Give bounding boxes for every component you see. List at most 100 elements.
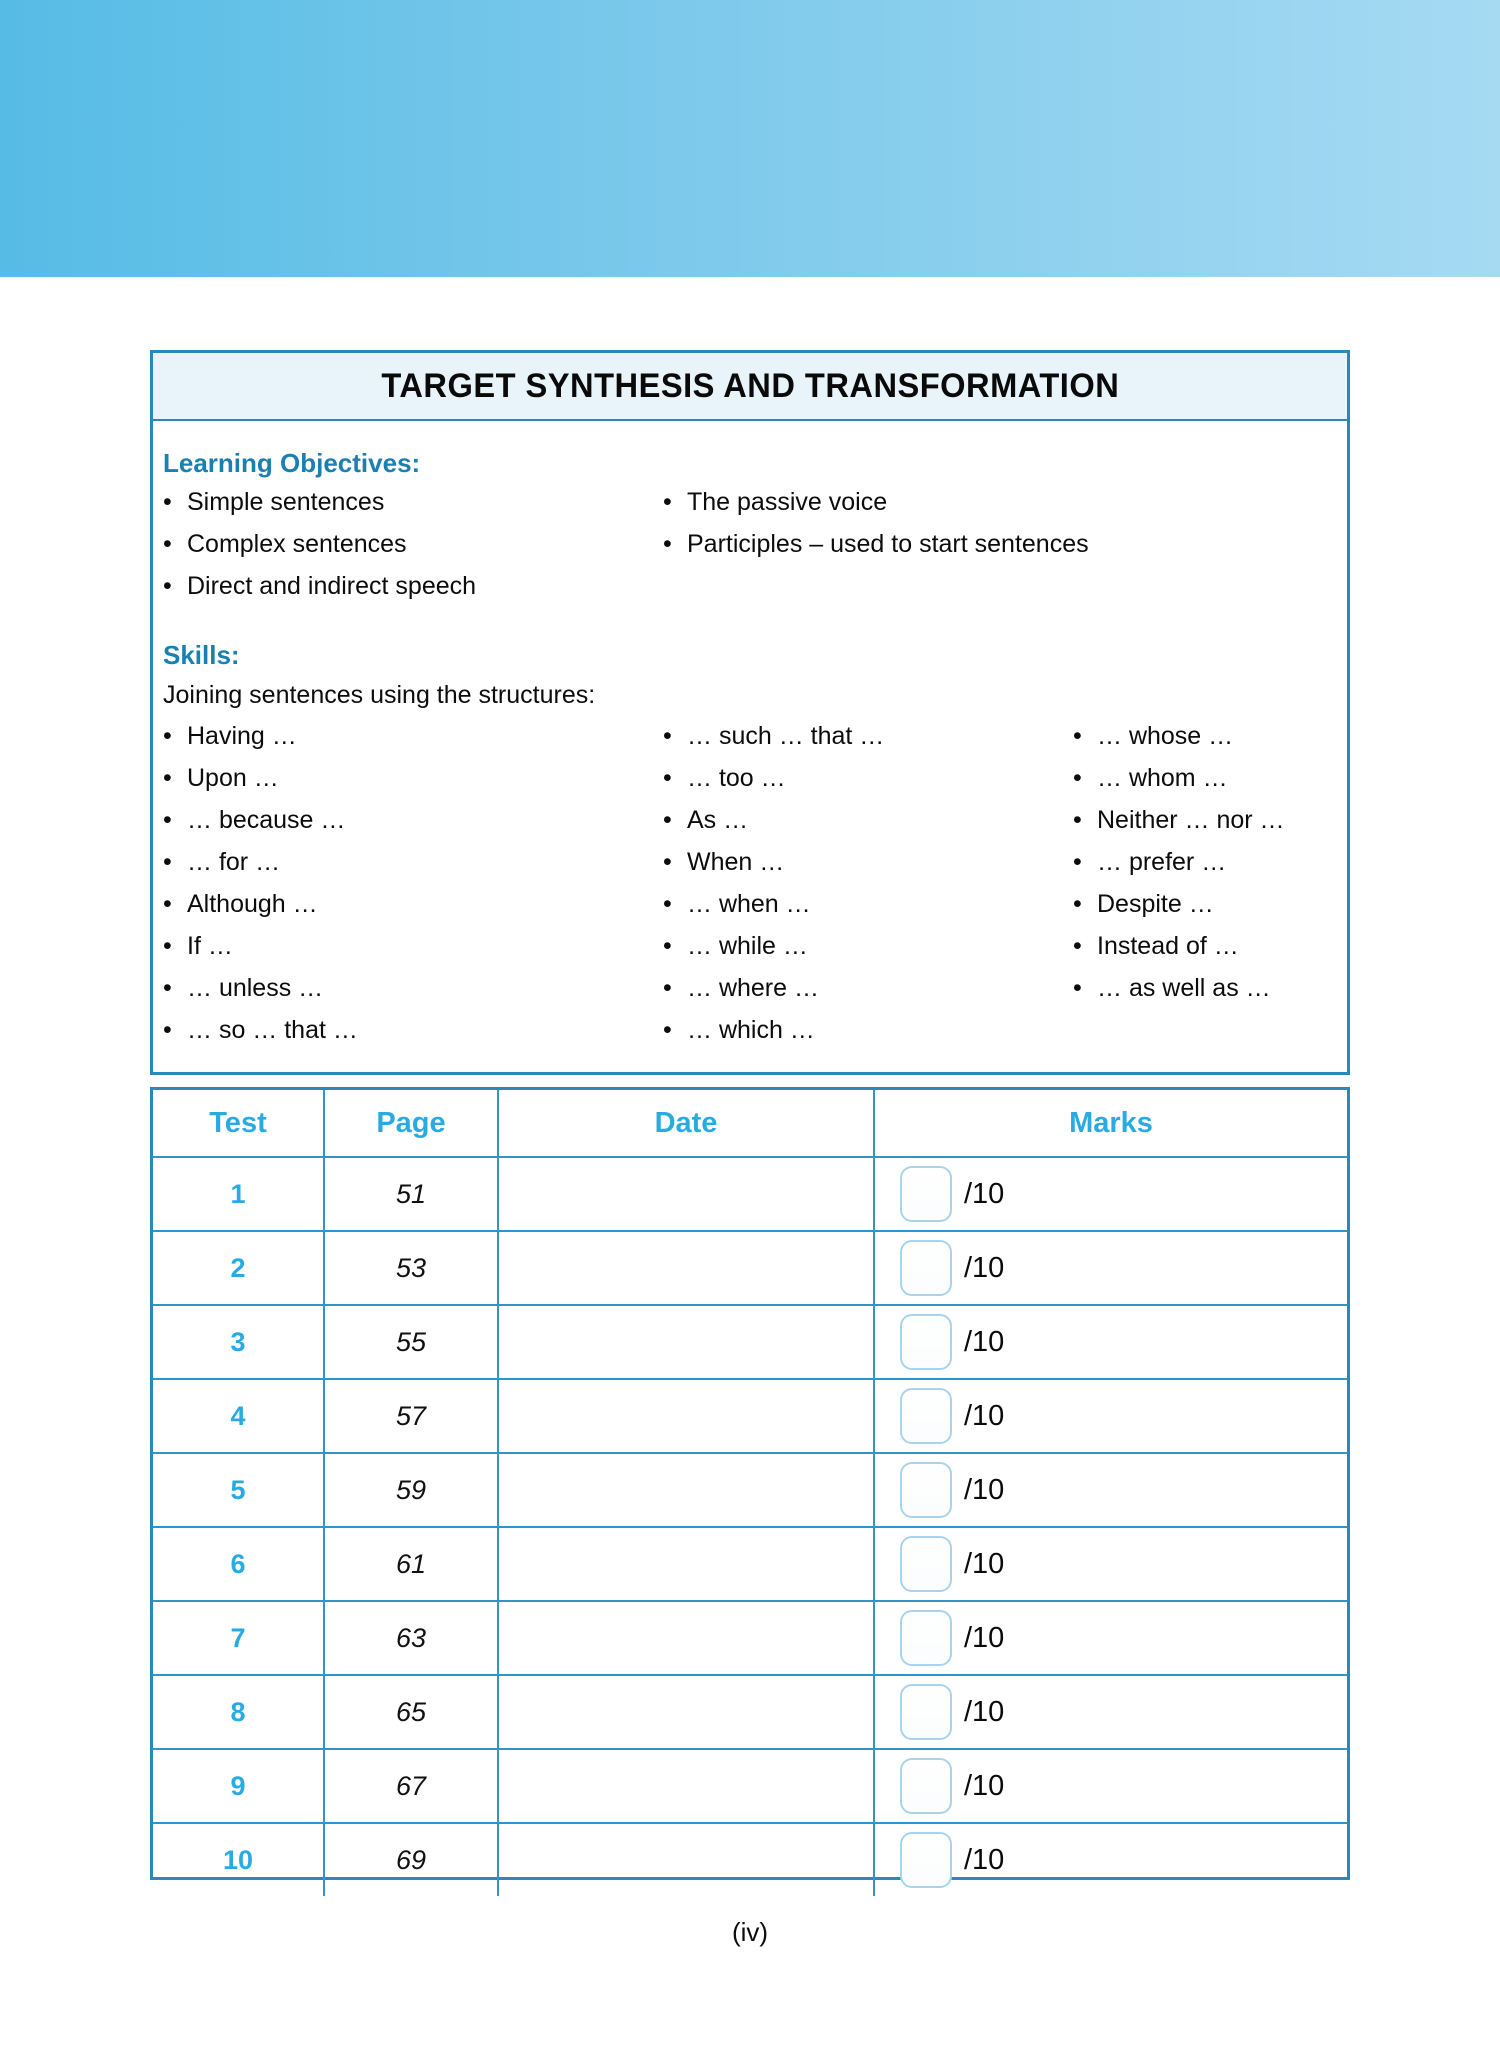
bullet-item: • Upon … [163,757,663,799]
bullet-item: • … too … [663,757,1073,799]
bullet-item: • … where … [663,967,1073,1009]
bullet-text: … for … [187,848,281,876]
bullet-item: • When … [663,841,1073,883]
bullet-item: • … unless … [163,967,663,1009]
bullet-text: Despite … [1097,890,1214,918]
bullet-text: … too … [687,764,786,792]
test-number-cell: 7 [230,1622,246,1653]
learning-objectives-list: • Simple sentences • Complex sentences • Dire… [163,481,1335,607]
marks-cell: /10 [873,1824,1347,1896]
test-number-cell: 10 [222,1844,254,1875]
bullet-item: • Simple sentences [163,481,663,523]
test-number-cell: 5 [230,1474,246,1505]
bullet-item: • … prefer … [1073,841,1335,883]
marks-entry-box [900,1462,952,1518]
bullet-text: Upon … [187,764,279,792]
bullet-text: … whom … [1097,764,1228,792]
marks-denominator: /10 [964,1177,1005,1210]
bullet-item: • … when … [663,883,1073,925]
page-number-cell: 59 [323,1454,497,1526]
date-cell [497,1750,873,1822]
bullet-item: • … whose … [1073,715,1335,757]
bullet-icon: • [163,1016,172,1044]
bullet-item: • … such … that … [663,715,1073,757]
marks-cell: /10 [873,1676,1347,1748]
skills-list: • Having … • Upon … • … because … • … for … • Alt… [163,715,1335,1051]
marks-cell: /10 [873,1158,1347,1230]
bullet-item: • Complex sentences [163,523,663,565]
marks-entry-box [900,1536,952,1592]
bullet-icon: • [663,764,672,792]
marks-cell: /10 [873,1306,1347,1378]
page-number-cell: 57 [323,1380,497,1452]
skills-column-1: • Having … • Upon … • … because … • … for … • Alt… [163,715,663,1051]
bullet-icon: • [163,572,172,600]
bullet-text: Instead of … [1097,932,1239,960]
bullet-icon: • [163,890,172,918]
table-row: 8 65/10 [153,1674,1347,1748]
bullet-text: … where … [687,974,819,1002]
bullet-icon: • [663,848,672,876]
marks-entry-box [900,1610,952,1666]
bullet-item: • As … [663,799,1073,841]
marks-denominator: /10 [964,1473,1005,1506]
bullet-icon: • [1073,848,1082,876]
table-header-row: Test Page Date Marks [153,1090,1347,1156]
bullet-item: • Although … [163,883,663,925]
bullet-text: Simple sentences [187,488,385,516]
marks-denominator: /10 [964,1547,1005,1580]
page-number-cell: 51 [323,1158,497,1230]
bullet-item: • If … [163,925,663,967]
skills-intro: Joining sentences using the structures: [163,681,596,709]
page-number-cell: 55 [323,1306,497,1378]
test-number-cell: 9 [230,1770,246,1801]
marks-entry-box [900,1684,952,1740]
bullet-text: Direct and indirect speech [187,572,477,600]
panel-title-bar: TARGET SYNTHESIS AND TRANSFORMATION [153,353,1347,421]
table-header-date: Date [497,1090,873,1156]
marks-entry-box [900,1388,952,1444]
marks-entry-box [900,1314,952,1370]
table-header-page: Page [323,1090,497,1156]
table-row: 5 59/10 [153,1452,1347,1526]
date-cell [497,1602,873,1674]
bullet-item: • … because … [163,799,663,841]
bullet-icon: • [663,806,672,834]
bullet-text: Although … [187,890,318,918]
bullet-icon: • [163,722,172,750]
marks-cell: /10 [873,1602,1347,1674]
table-row: 4 57/10 [153,1378,1347,1452]
date-cell [497,1306,873,1378]
learning-objectives-heading: Learning Objectives: [163,448,421,478]
bullet-text: The passive voice [687,488,888,516]
marks-entry-box [900,1240,952,1296]
bullet-text: … when … [687,890,811,918]
table-row: 7 63/10 [153,1600,1347,1674]
bullet-item: • … for … [163,841,663,883]
bullet-icon: • [163,932,172,960]
table-row: 1 51/10 [153,1156,1347,1230]
bullet-text: … so … that … [187,1016,358,1044]
bullet-item: • … which … [663,1009,1073,1051]
bullet-icon: • [163,530,172,558]
bullet-icon: • [663,932,672,960]
panel-title: TARGET SYNTHESIS AND TRANSFORMATION [381,366,1119,405]
bullet-item: • … as well as … [1073,967,1335,1009]
bullet-item: • The passive voice [663,481,1335,523]
bullet-text: Having … [187,722,297,750]
page-number-cell: 53 [323,1232,497,1304]
table-body: 1 51/10 2 53/10 3 55/10 4 57/10 5 59/10 6 61/10 7 63 /… [153,1156,1347,1896]
table-row: 6 61/10 [153,1526,1347,1600]
skills-column-2: • … such … that … • … too … • As … • When … • … w… [663,715,1073,1051]
objectives-column-2: • The passive voice • Participles – used to… [663,481,1335,565]
bullet-icon: • [163,848,172,876]
bullet-icon: • [1073,974,1082,1002]
bullet-item: • Instead of … [1073,925,1335,967]
bullet-icon: • [663,488,672,516]
test-number-cell: 8 [230,1696,246,1727]
bullet-item: • … whom … [1073,757,1335,799]
marks-denominator: /10 [964,1695,1005,1728]
bullet-icon: • [1073,806,1082,834]
date-cell [497,1158,873,1230]
table-header-test: Test [209,1106,267,1139]
